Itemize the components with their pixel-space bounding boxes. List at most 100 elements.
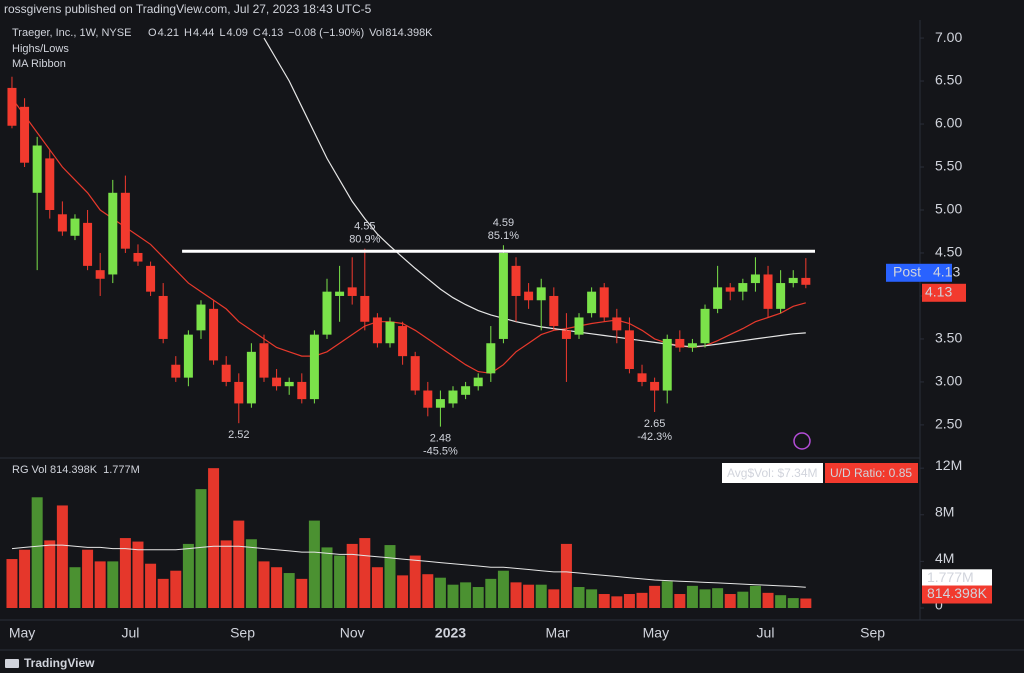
volume-bar (712, 588, 724, 608)
candle-body (196, 304, 206, 331)
legend-value: 814.398K (385, 27, 433, 39)
x-tick-label: May (643, 625, 669, 641)
legend-value: Vol (369, 27, 384, 39)
candle-body (322, 291, 332, 335)
candle-body (738, 283, 748, 292)
volume-bar (334, 555, 346, 608)
candle-body (675, 338, 685, 348)
low-label: 2.52 (228, 429, 249, 441)
volume-tick-label: 8M (935, 503, 954, 519)
candle-body (725, 287, 735, 292)
last-price: 4.13 (925, 283, 952, 299)
candle-body (587, 291, 597, 314)
volume-bar (19, 549, 31, 608)
volume-bar (460, 582, 472, 608)
volume-bar (220, 540, 232, 608)
candle-body (108, 192, 118, 275)
volume-bar (6, 559, 18, 608)
candle-body (385, 321, 395, 344)
candle-body (297, 381, 307, 400)
legend-value: O (148, 27, 157, 39)
candle-body (511, 265, 521, 296)
x-tick-label: Sep (860, 625, 885, 641)
volume-bar (422, 574, 434, 608)
candle-body (423, 390, 433, 408)
candle-body (335, 291, 345, 296)
volume-bar (258, 561, 270, 608)
volume-bar (598, 594, 610, 608)
avg-dollar-vol: Avg$Vol: $7.34M (727, 466, 818, 480)
indicator-label: MA Ribbon (12, 58, 66, 70)
candle-body (171, 364, 181, 378)
volume-bar (661, 581, 673, 608)
candle-body (158, 295, 168, 339)
candle-body (713, 287, 723, 309)
high-pct: 80.9% (349, 234, 380, 246)
candle-body (347, 287, 357, 296)
volume-bar (308, 520, 320, 608)
candle-body (146, 265, 156, 292)
volume-bar (724, 594, 736, 608)
last-price-box (922, 283, 966, 302)
volume-ma-box (922, 569, 992, 588)
volume-tick-label: 12M (935, 457, 962, 473)
candle-body (435, 399, 445, 408)
candle-body (95, 270, 105, 279)
x-tick-label: Mar (546, 625, 570, 641)
y-tick-label: 5.50 (935, 158, 962, 174)
candle-body (561, 330, 571, 339)
volume-last: 814.398K (50, 464, 98, 476)
candle-body (83, 222, 93, 266)
volume-bar (371, 567, 383, 608)
y-tick-label: 6.50 (935, 72, 962, 88)
volume-bar (271, 567, 283, 608)
candle-body (398, 326, 408, 357)
volume-bar (82, 549, 94, 608)
volume-bar (69, 567, 81, 608)
x-tick-label: May (9, 625, 35, 641)
candle-body (7, 87, 17, 126)
volume-bar (548, 589, 560, 608)
y-tick-label: 3.50 (935, 330, 962, 346)
volume-bar (535, 584, 547, 608)
candle-body (662, 338, 672, 391)
volume-bar (573, 587, 585, 608)
candle-body (687, 343, 697, 348)
volume-bar (208, 468, 220, 608)
post-price: 4.13 (933, 263, 960, 279)
candle-body (183, 334, 193, 378)
y-tick-label: 6.00 (935, 115, 962, 131)
candle-body (448, 390, 458, 404)
volume-last-axis-label: 814.398K (927, 585, 988, 601)
candle-body (284, 381, 294, 387)
y-tick-label: 4.50 (935, 244, 962, 260)
volume-bar (107, 561, 119, 608)
candle-body (486, 343, 496, 374)
candle-body (637, 373, 647, 382)
candle-body (70, 218, 80, 236)
volume-bar (94, 561, 106, 608)
legend-value: L (219, 27, 225, 39)
volume-bar (623, 594, 635, 608)
header: rossgivens published on TradingView.com,… (4, 2, 372, 16)
candle-body (763, 274, 773, 309)
volume-bar (737, 591, 749, 608)
volume-bar (397, 575, 409, 608)
volume-bar (510, 582, 522, 608)
volume-bar (497, 570, 509, 608)
footer: TradingView (24, 656, 95, 670)
y-tick-label: 7.00 (935, 29, 962, 45)
x-tick-label: Sep (230, 625, 255, 641)
x-tick-label: Nov (340, 625, 365, 641)
candle-body (599, 287, 609, 318)
volume-bar (56, 505, 68, 608)
volume-bar (182, 543, 194, 608)
volume-bar (359, 538, 371, 608)
low-label: 2.65 (644, 418, 665, 430)
volume-bar (472, 587, 484, 608)
volume-bar (762, 592, 774, 608)
volume-bar (749, 585, 761, 608)
volume-bar (157, 578, 169, 608)
y-tick-label: 5.00 (935, 201, 962, 217)
